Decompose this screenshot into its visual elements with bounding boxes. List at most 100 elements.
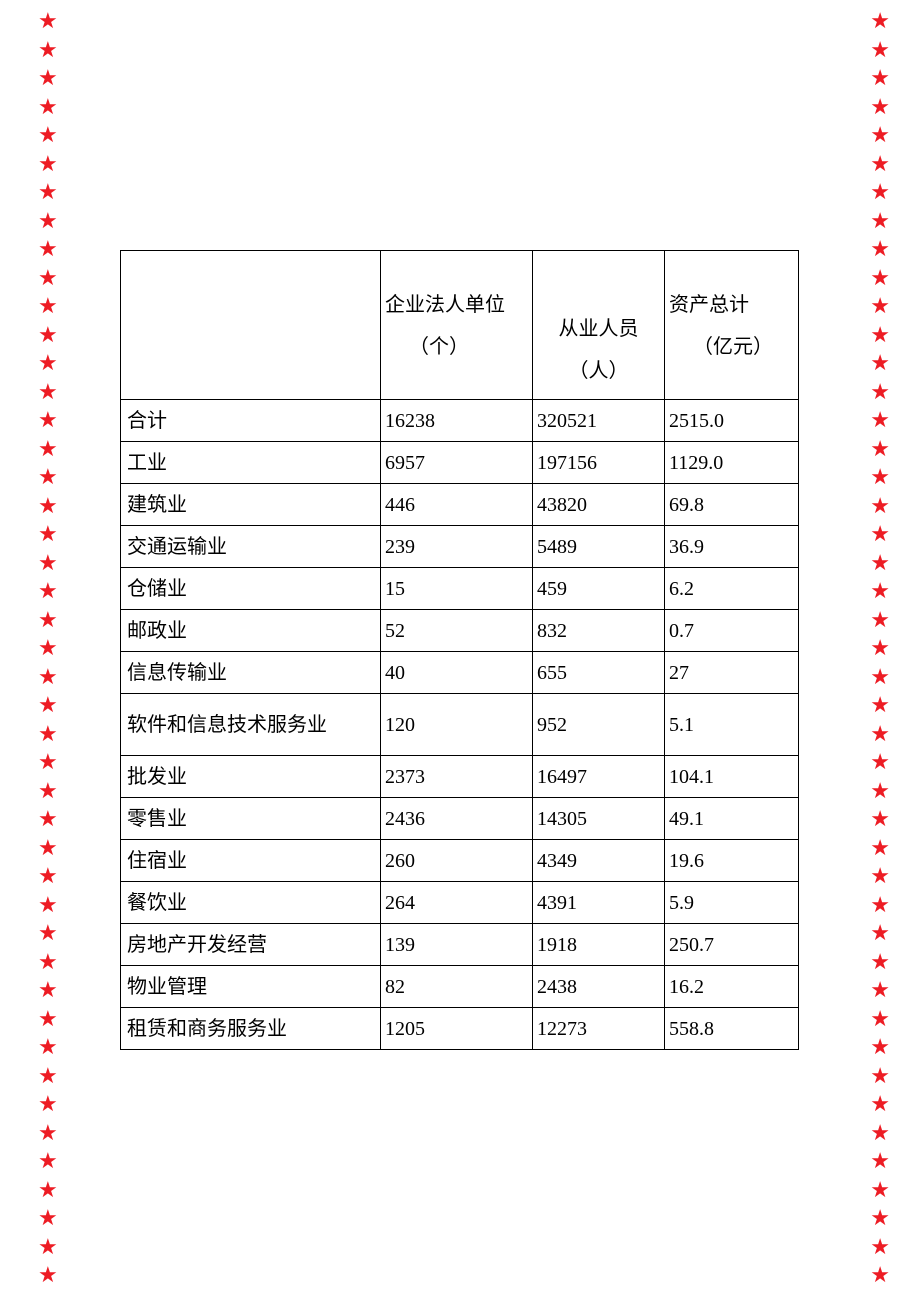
header-industry (121, 251, 381, 400)
decorative-star-icon: ★ (38, 637, 58, 659)
assets-value: 5.9 (665, 882, 799, 924)
units-value: 139 (381, 924, 533, 966)
decorative-star-icon: ★ (38, 409, 58, 431)
table-body: 合计162383205212515.0工业69571971561129.0建筑业… (121, 400, 799, 1050)
decorative-star-icon: ★ (38, 466, 58, 488)
header-units: 企业法人单位 （个） (381, 251, 533, 400)
header-assets: 资产总计 （亿元） (665, 251, 799, 400)
decorative-star-icon: ★ (870, 837, 890, 859)
decorative-star-icon: ★ (38, 10, 58, 32)
units-value: 40 (381, 652, 533, 694)
employees-value: 4391 (533, 882, 665, 924)
decorative-star-icon: ★ (38, 1065, 58, 1087)
header-units-label: 企业法人单位 (385, 283, 528, 327)
assets-value: 6.2 (665, 568, 799, 610)
decorative-star-icon: ★ (870, 1236, 890, 1258)
decorative-star-icon: ★ (870, 495, 890, 517)
decorative-star-icon: ★ (870, 723, 890, 745)
units-value: 52 (381, 610, 533, 652)
decorative-star-icon: ★ (38, 295, 58, 317)
table-row: 合计162383205212515.0 (121, 400, 799, 442)
decorative-star-icon: ★ (38, 1264, 58, 1286)
employees-value: 16497 (533, 756, 665, 798)
employees-value: 320521 (533, 400, 665, 442)
decorative-star-icon: ★ (38, 210, 58, 232)
left-star-border: ★★★★★★★★★★★★★★★★★★★★★★★★★★★★★★★★★★★★★★★★… (38, 0, 58, 1286)
assets-value: 1129.0 (665, 442, 799, 484)
units-value: 6957 (381, 442, 533, 484)
assets-value: 558.8 (665, 1008, 799, 1050)
decorative-star-icon: ★ (870, 295, 890, 317)
industry-label: 信息传输业 (121, 652, 381, 694)
industry-statistics-table-container: 企业法人单位 （个） 从业人员 （人） 资产总计 （亿元） 合计16238320… (120, 250, 798, 1050)
table-row: 邮政业528320.7 (121, 610, 799, 652)
decorative-star-icon: ★ (870, 808, 890, 830)
decorative-star-icon: ★ (870, 894, 890, 916)
industry-label: 邮政业 (121, 610, 381, 652)
decorative-star-icon: ★ (38, 1093, 58, 1115)
decorative-star-icon: ★ (870, 922, 890, 944)
decorative-star-icon: ★ (870, 153, 890, 175)
decorative-star-icon: ★ (38, 751, 58, 773)
employees-value: 459 (533, 568, 665, 610)
decorative-star-icon: ★ (38, 865, 58, 887)
decorative-star-icon: ★ (38, 1236, 58, 1258)
decorative-star-icon: ★ (38, 495, 58, 517)
units-value: 15 (381, 568, 533, 610)
table-row: 餐饮业26443915.9 (121, 882, 799, 924)
assets-value: 104.1 (665, 756, 799, 798)
table-row: 零售业24361430549.1 (121, 798, 799, 840)
units-value: 82 (381, 966, 533, 1008)
decorative-star-icon: ★ (870, 1036, 890, 1058)
assets-value: 49.1 (665, 798, 799, 840)
employees-value: 197156 (533, 442, 665, 484)
decorative-star-icon: ★ (870, 780, 890, 802)
decorative-star-icon: ★ (38, 96, 58, 118)
table-row: 交通运输业239548936.9 (121, 526, 799, 568)
decorative-star-icon: ★ (870, 39, 890, 61)
right-star-border: ★★★★★★★★★★★★★★★★★★★★★★★★★★★★★★★★★★★★★★★★… (870, 0, 890, 1286)
decorative-star-icon: ★ (38, 666, 58, 688)
header-employees-label: 从业人员 (537, 259, 660, 351)
decorative-star-icon: ★ (870, 96, 890, 118)
table-row: 软件和信息技术服务业1209525.1 (121, 694, 799, 756)
table-row: 建筑业4464382069.8 (121, 484, 799, 526)
units-value: 260 (381, 840, 533, 882)
decorative-star-icon: ★ (870, 951, 890, 973)
units-value: 239 (381, 526, 533, 568)
industry-label: 合计 (121, 400, 381, 442)
assets-value: 2515.0 (665, 400, 799, 442)
header-assets-label: 资产总计 (669, 283, 794, 327)
decorative-star-icon: ★ (870, 466, 890, 488)
decorative-star-icon: ★ (870, 238, 890, 260)
decorative-star-icon: ★ (38, 723, 58, 745)
assets-value: 250.7 (665, 924, 799, 966)
industry-label: 工业 (121, 442, 381, 484)
industry-label: 餐饮业 (121, 882, 381, 924)
industry-label: 交通运输业 (121, 526, 381, 568)
decorative-star-icon: ★ (870, 865, 890, 887)
decorative-star-icon: ★ (38, 67, 58, 89)
industry-label: 软件和信息技术服务业 (121, 694, 381, 756)
assets-value: 19.6 (665, 840, 799, 882)
decorative-star-icon: ★ (870, 438, 890, 460)
assets-value: 69.8 (665, 484, 799, 526)
decorative-star-icon: ★ (38, 1179, 58, 1201)
decorative-star-icon: ★ (870, 381, 890, 403)
decorative-star-icon: ★ (38, 1122, 58, 1144)
decorative-star-icon: ★ (870, 210, 890, 232)
decorative-star-icon: ★ (38, 153, 58, 175)
units-value: 446 (381, 484, 533, 526)
assets-value: 5.1 (665, 694, 799, 756)
decorative-star-icon: ★ (38, 324, 58, 346)
decorative-star-icon: ★ (38, 181, 58, 203)
decorative-star-icon: ★ (38, 523, 58, 545)
decorative-star-icon: ★ (870, 124, 890, 146)
decorative-star-icon: ★ (38, 894, 58, 916)
decorative-star-icon: ★ (870, 1179, 890, 1201)
industry-label: 零售业 (121, 798, 381, 840)
decorative-star-icon: ★ (870, 666, 890, 688)
header-assets-unit: （亿元） (669, 327, 794, 367)
decorative-star-icon: ★ (870, 637, 890, 659)
decorative-star-icon: ★ (38, 438, 58, 460)
